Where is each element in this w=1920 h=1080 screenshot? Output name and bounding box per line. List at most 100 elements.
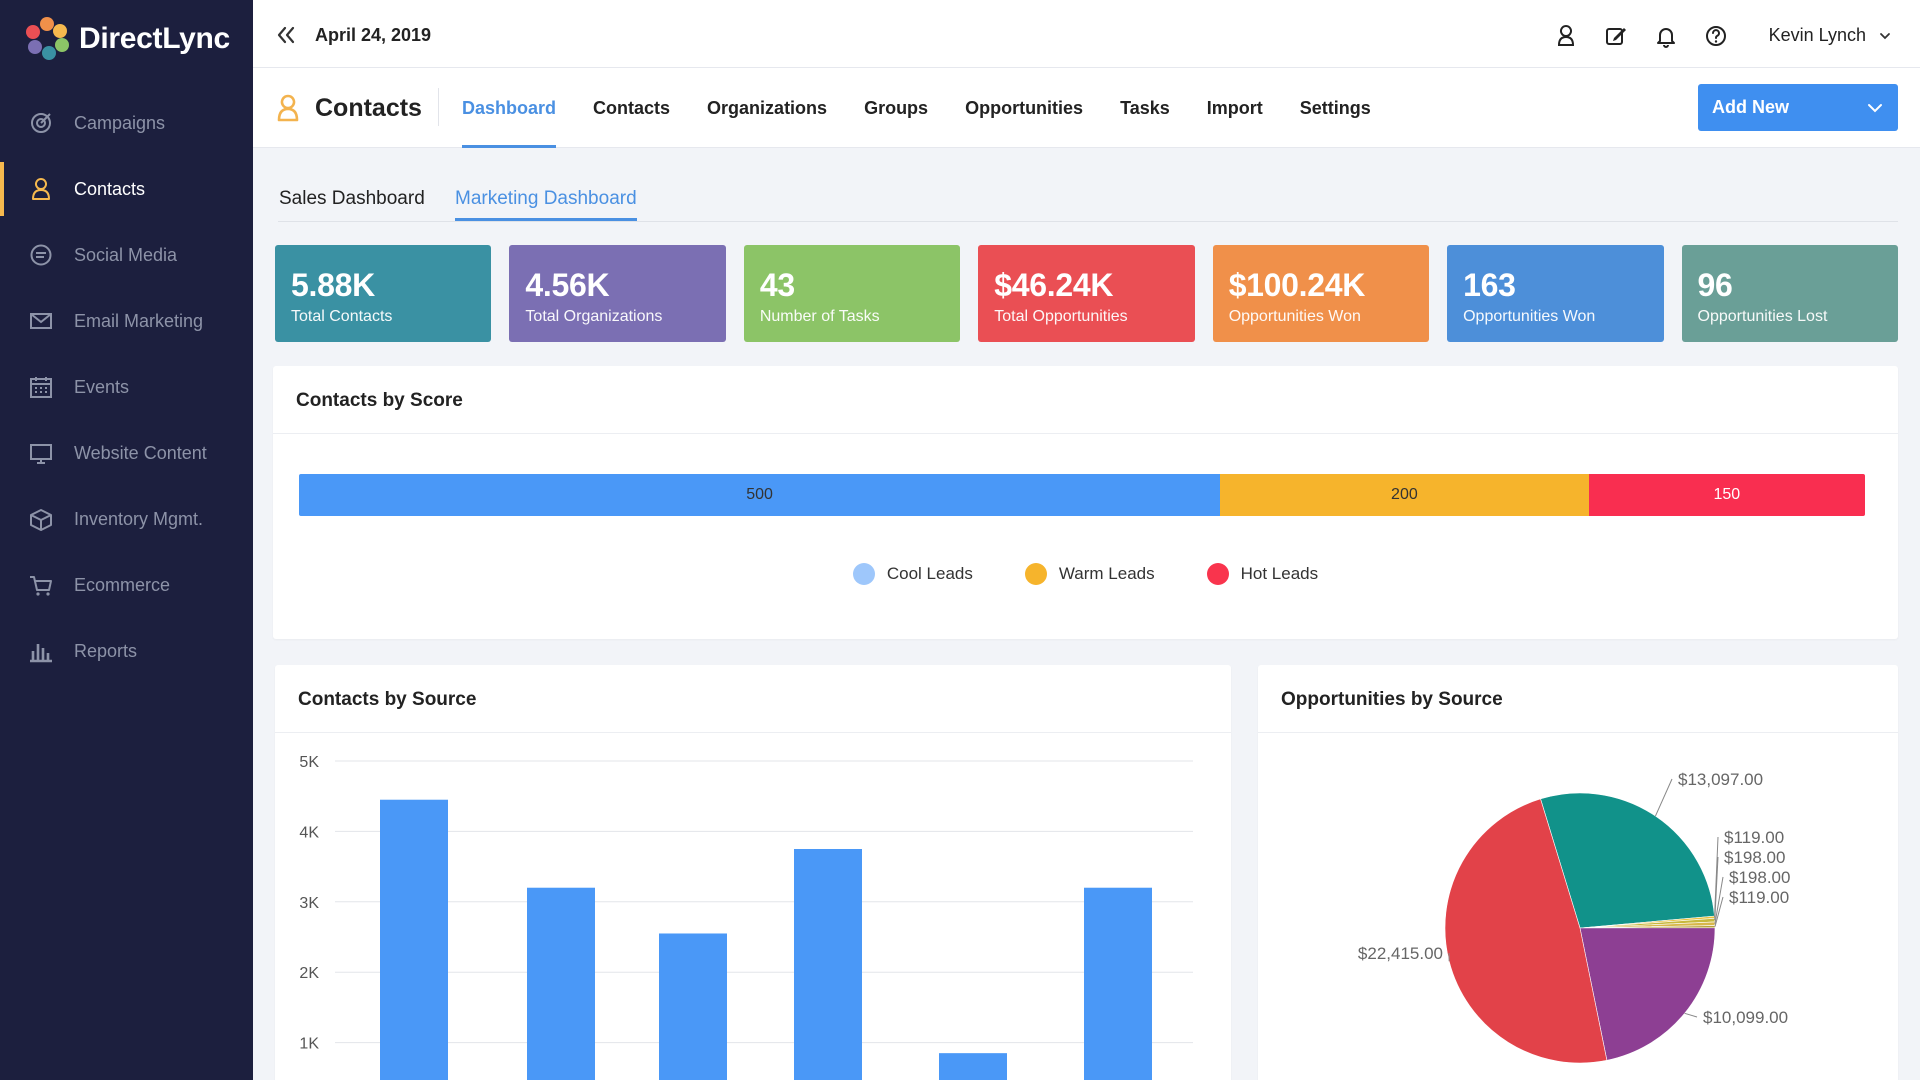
score-legend: Cool Leads Warm Leads Hot Leads (273, 563, 1898, 585)
sidebar-item-label: Social Media (74, 244, 178, 265)
kpi-card[interactable]: $46.24K Total Opportunities (978, 245, 1195, 342)
bar[interactable] (1084, 887, 1152, 1080)
sidebar: DirectLync Campaigns Contacts Social Media… (0, 0, 253, 1080)
y-tick-label: 1K (299, 1036, 319, 1053)
chevron-down-icon (1868, 104, 1882, 113)
legend-dot (1206, 563, 1229, 585)
sidebar-item-label: Contacts (74, 178, 146, 199)
bar[interactable] (939, 1053, 1007, 1080)
tab-tasks[interactable]: Tasks (1120, 97, 1170, 118)
score-segment[interactable]: 200 (1220, 474, 1589, 516)
target-icon (26, 108, 56, 138)
tab-groups[interactable]: Groups (864, 97, 929, 118)
kpi-value: 43 (759, 267, 795, 303)
tab-marketing-dashboard[interactable]: Marketing Dashboard (455, 188, 637, 221)
kpi-label: Total Opportunities (994, 308, 1128, 325)
sidebar-item-label: Campaigns (74, 112, 166, 133)
sidebar-item-contacts[interactable]: Contacts (0, 156, 253, 222)
legend-dot (1024, 563, 1047, 585)
sidebar-item-website-content[interactable]: Website Content (0, 420, 253, 486)
kpi-card[interactable]: 96 Opportunities Lost (1681, 245, 1898, 342)
edit-icon[interactable] (1602, 22, 1630, 50)
tab-opportunities[interactable]: Opportunities (965, 97, 1084, 118)
module-tabs: Dashboard Contacts Organizations Groups Oppo… (462, 68, 1371, 148)
current-date: April 24, 2019 (315, 25, 432, 45)
kpi-value: 4.56K (525, 267, 610, 303)
tab-contacts[interactable]: Contacts (593, 97, 671, 118)
sidebar-item-reports[interactable]: Reports (0, 618, 253, 684)
sidebar-item-email-marketing[interactable]: Email Marketing (0, 288, 253, 354)
sidebar-item-social-media[interactable]: Social Media (0, 222, 253, 288)
sidebar-item-label: Reports (74, 640, 138, 661)
calendar-icon (26, 372, 56, 402)
panel-title: Contacts by Score (273, 366, 1898, 434)
bar[interactable] (794, 849, 862, 1080)
sidebar-nav: Campaigns Contacts Social Media Email Marke… (0, 90, 253, 684)
monitor-icon (26, 438, 56, 468)
kpi-value: $46.24K (994, 267, 1114, 303)
kpi-row: 5.88K Total Contacts 4.56K Total Organizati… (275, 245, 1898, 342)
pie-slice[interactable] (1540, 792, 1715, 929)
kpi-label: Opportunities Lost (1697, 308, 1828, 325)
kpi-card[interactable]: 5.88K Total Contacts (275, 245, 492, 342)
contacts-by-score-panel: Contacts by Score 500 200 150 Cool Leads Wa… (273, 366, 1898, 639)
user-menu[interactable]: Kevin Lynch (1769, 25, 1892, 46)
score-stacked-bar: 500 200 150 (299, 474, 1865, 516)
kpi-card[interactable]: 163 Opportunities Won (1447, 245, 1664, 342)
person-icon (26, 174, 56, 204)
tab-sales-dashboard[interactable]: Sales Dashboard (279, 188, 425, 209)
kpi-label: Opportunities Won (1463, 308, 1596, 325)
contacts-by-source-panel: Contacts by Source 1K 2K 3K 4K 5K (275, 665, 1231, 1080)
bell-icon[interactable] (1652, 22, 1680, 50)
tab-organizations[interactable]: Organizations (707, 97, 828, 118)
score-segment[interactable]: 500 (299, 474, 1221, 516)
y-tick-label: 3K (299, 895, 319, 912)
double-chevron-left-icon[interactable] (273, 22, 299, 48)
pie-leader-line (1714, 876, 1724, 924)
legend-item[interactable]: Cool Leads (852, 563, 973, 585)
panel-title: Opportunities by Source (1258, 665, 1898, 733)
sidebar-item-ecommerce[interactable]: Ecommerce (0, 552, 253, 618)
y-tick-label: 2K (299, 965, 319, 982)
help-icon[interactable] (1702, 22, 1730, 50)
bar[interactable] (380, 799, 448, 1080)
kpi-value: $100.24K (1228, 267, 1366, 303)
topbar: April 24, 2019 Kevin Lynch (253, 0, 1920, 68)
sidebar-item-campaigns[interactable]: Campaigns (0, 90, 253, 156)
add-new-label: Add New (1712, 97, 1790, 117)
bar[interactable] (527, 887, 595, 1080)
logo-icon (25, 17, 69, 61)
sidebar-item-label: Email Marketing (74, 310, 204, 331)
bar-chart-icon (26, 636, 56, 666)
y-tick-label: 5K (299, 754, 319, 771)
legend-item[interactable]: Warm Leads (1024, 563, 1155, 585)
legend-item[interactable]: Hot Leads (1206, 563, 1318, 585)
score-segment[interactable]: 150 (1588, 474, 1865, 516)
panel-title: Contacts by Source (275, 665, 1231, 733)
tab-settings[interactable]: Settings (1299, 97, 1371, 118)
sidebar-item-inventory-mgmt[interactable]: Inventory Mgmt. (0, 486, 253, 552)
opportunities-by-source-panel: Opportunities by Source $13,097.00 $119.0… (1258, 665, 1898, 1080)
tab-import[interactable]: Import (1206, 97, 1263, 118)
kpi-card[interactable]: $100.24K Opportunities Won (1212, 245, 1430, 342)
pie-label: $22,415.00 (1358, 944, 1443, 963)
tab-dashboard[interactable]: Dashboard (462, 68, 557, 148)
add-new-button[interactable]: Add New (1698, 84, 1898, 131)
envelope-icon (26, 306, 56, 336)
opportunities-by-source-chart: $13,097.00$119.00$198.00$198.00$119.00$1… (1358, 770, 1790, 1064)
bar[interactable] (659, 933, 727, 1080)
person-icon[interactable] (1552, 22, 1580, 50)
brand-logo[interactable]: DirectLync (25, 16, 230, 62)
kpi-value: 96 (1697, 267, 1733, 303)
user-name: Kevin Lynch (1768, 25, 1866, 45)
sidebar-item-events[interactable]: Events (0, 354, 253, 420)
pie-label: $10,099.00 (1703, 1008, 1788, 1027)
pie-leader-line (1714, 896, 1724, 927)
kpi-label: Total Organizations (525, 308, 663, 325)
kpi-card[interactable]: 43 Number of Tasks (743, 245, 961, 342)
contacts-by-source-chart: 1K 2K 3K 4K 5K (299, 754, 1193, 1080)
kpi-label: Opportunities Won (1228, 308, 1361, 325)
divider (438, 88, 439, 126)
brand-name: DirectLync (79, 22, 230, 55)
kpi-card[interactable]: 4.56K Total Organizations (509, 245, 726, 342)
